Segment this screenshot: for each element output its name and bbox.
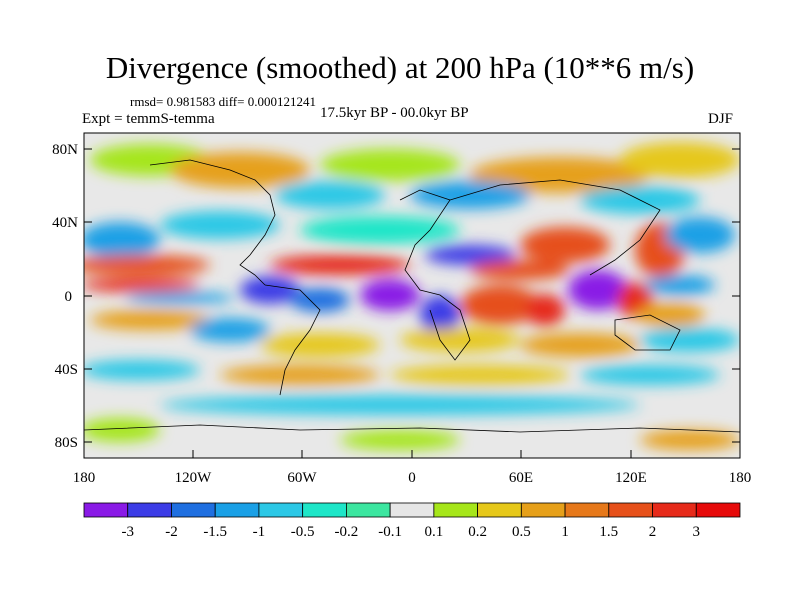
- colorbar-swatch: [652, 502, 697, 518]
- season-label: DJF: [708, 111, 734, 127]
- colorbar-label: -2: [165, 524, 178, 540]
- plot-title: Divergence (smoothed) at 200 hPa (10**6 …: [105, 50, 695, 85]
- colorbar-label: 1.5: [599, 524, 618, 540]
- x-label-60e: 60E: [509, 470, 533, 486]
- y-label-40n: 40N: [52, 215, 78, 231]
- y-label-80n: 80N: [52, 142, 78, 158]
- colorbar-swatch: [433, 502, 479, 518]
- colorbar-swatch: [214, 502, 260, 518]
- colorbar-label: 3: [693, 524, 701, 540]
- coastlines: [84, 159, 740, 433]
- colorbar-label: -3: [121, 524, 134, 540]
- colorbar-label: 0.1: [424, 524, 443, 540]
- colorbar-labels: -3 -2 -1.5 -1 -0.5 -0.2 -0.1 0.1 0.2 0.5 1 1.5 2 3: [121, 524, 700, 540]
- colorbar-label: 0.2: [468, 524, 487, 540]
- x-label-0: 0: [408, 470, 416, 486]
- colorbar-swatch: [258, 502, 304, 518]
- x-label-120e: 120E: [615, 470, 647, 486]
- colorbar-label: -0.1: [378, 524, 402, 540]
- colorbar-swatch: [608, 502, 653, 518]
- colorbar: [83, 502, 741, 518]
- colorbar-label: -1: [253, 524, 266, 540]
- experiment-label: Expt = temmS-temma: [82, 111, 215, 127]
- colorbar-label: 0.5: [512, 524, 531, 540]
- colorbar-swatch: [345, 502, 391, 518]
- colorbar-label: -0.5: [291, 524, 315, 540]
- colorbar-swatch: [520, 502, 566, 518]
- colorbar-swatch: [389, 502, 435, 518]
- stats-text: rmsd= 0.981583 diff= 0.000121241: [130, 94, 316, 109]
- colorbar-swatch: [302, 502, 347, 518]
- colorbar-swatch: [127, 502, 172, 518]
- y-label-40s: 40S: [55, 362, 78, 378]
- colorbar-swatch: [83, 502, 129, 518]
- colorbar-label: 2: [649, 524, 657, 540]
- y-label-eq: 0: [65, 289, 73, 305]
- x-label-180w: 180: [73, 470, 96, 486]
- colorbar-label: -1.5: [203, 524, 227, 540]
- x-label-60w: 60W: [287, 470, 317, 486]
- y-label-80s: 80S: [55, 435, 78, 451]
- colorbar-label: -0.2: [335, 524, 359, 540]
- x-label-120w: 120W: [175, 470, 213, 486]
- divergence-field: [84, 133, 740, 458]
- colorbar-swatch: [564, 502, 610, 518]
- x-label-180e: 180: [729, 470, 752, 486]
- colorbar-swatch: [477, 502, 522, 518]
- colorbar-swatch: [171, 502, 216, 518]
- colorbar-label: 1: [561, 524, 569, 540]
- colorbar-swatch: [695, 502, 741, 518]
- period-label: 17.5kyr BP - 00.0kyr BP: [320, 105, 469, 121]
